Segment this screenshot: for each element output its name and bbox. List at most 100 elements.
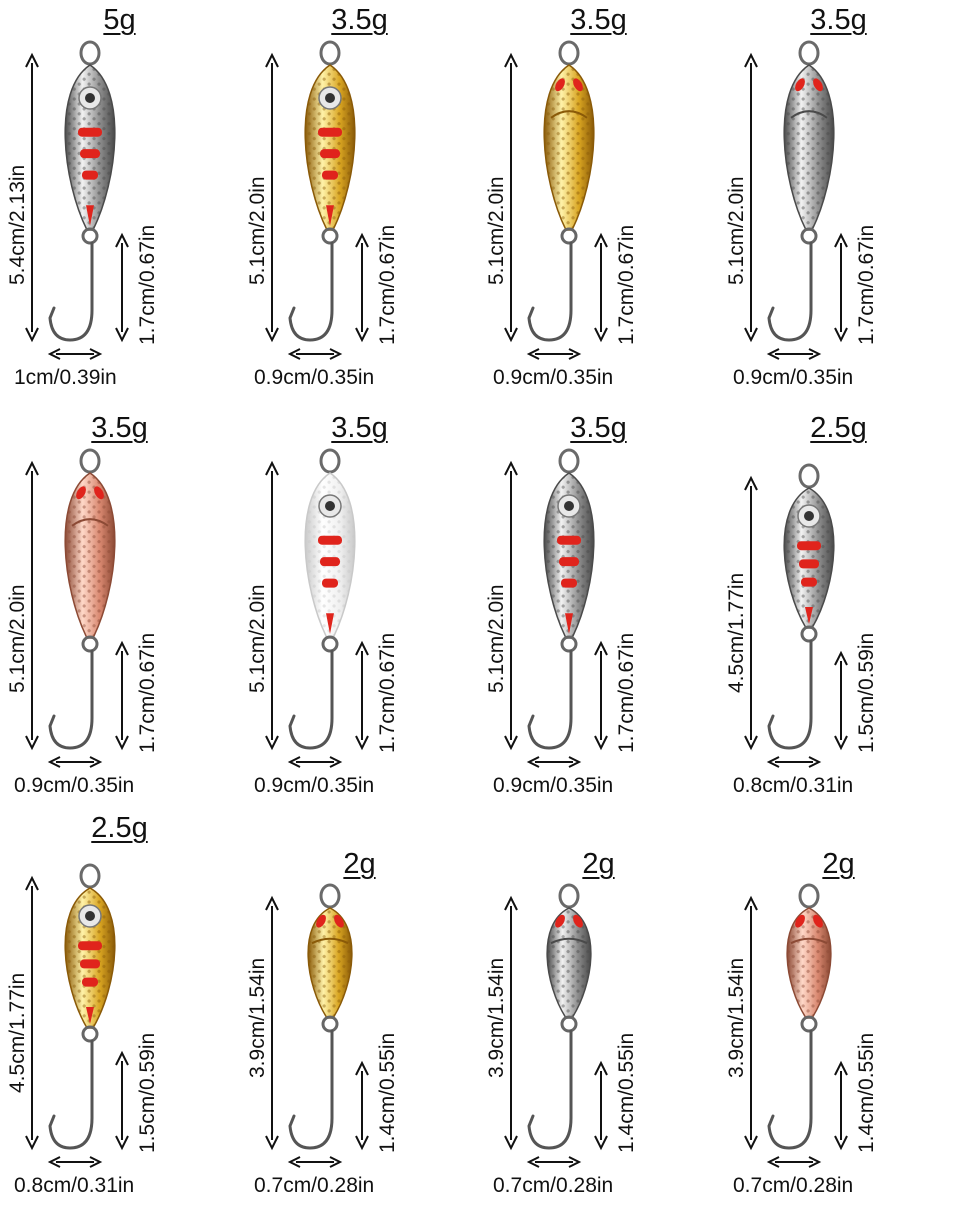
red-tail-mark — [86, 205, 94, 226]
red-spot — [94, 486, 104, 500]
red-stripe — [82, 977, 98, 987]
width-label: 0.9cm/0.35in — [254, 366, 375, 389]
length-label: 5.1cm/2.0in — [485, 176, 508, 285]
width-label: 0.9cm/0.35in — [493, 774, 614, 797]
treble-hook — [527, 649, 573, 750]
scale-texture — [787, 908, 831, 1018]
weight-label: 5g — [103, 4, 136, 36]
width-label: 0.7cm/0.28in — [254, 1174, 375, 1197]
pupil — [804, 511, 814, 521]
lure-drawing — [504, 40, 608, 360]
hook-ring — [81, 227, 99, 245]
lure-drawing — [25, 448, 129, 768]
split-ring — [558, 448, 580, 474]
lure-drawing — [25, 863, 129, 1168]
red-tail-mark — [805, 607, 813, 624]
lure-card: 2.5g 4.5cm/1.77in 1.5cm/0.59in 0.8cm/0.31in — [0, 808, 239, 1208]
lure-card: 5g 5.4cm/2.13in 1.7cm/0.67in 1cm/0.39in — [0, 0, 239, 400]
hook-length-arrow — [355, 1060, 369, 1151]
lure-drawing — [265, 448, 369, 768]
lure-card: 3.5g 5.1cm/2.0in 1.7cm/0.67in 0.9cm/0.35in — [479, 0, 718, 400]
weight-label: 3.5g — [810, 4, 867, 36]
width-arrow — [766, 1156, 822, 1168]
red-spot — [555, 914, 565, 928]
width-label: 1cm/0.39in — [14, 366, 117, 389]
red-stripe — [322, 578, 338, 588]
treble-hook — [767, 639, 813, 750]
pupil — [85, 93, 95, 103]
width-label: 0.7cm/0.28in — [493, 1174, 614, 1197]
hook-ring — [81, 635, 99, 653]
red-spot — [573, 914, 583, 928]
red-stripe — [797, 541, 821, 551]
hook-length-arrow — [115, 232, 129, 343]
lure-drawing — [744, 463, 848, 768]
split-ring — [798, 883, 820, 909]
length-arrow — [504, 895, 518, 1151]
width-label: 0.8cm/0.31in — [733, 774, 854, 797]
scale-texture — [305, 473, 355, 638]
pupil — [85, 911, 95, 921]
hook-ring — [560, 227, 578, 245]
hook-length-arrow — [834, 650, 848, 751]
ridge-line — [71, 518, 109, 527]
red-spot — [795, 78, 805, 92]
red-stripe — [799, 559, 819, 569]
ridge-line — [550, 937, 588, 945]
lure-drawing — [744, 883, 848, 1168]
red-stripe — [318, 535, 342, 545]
hook-length-label: 1.7cm/0.67in — [615, 224, 638, 345]
lure-card: 3.5g 5.1cm/2.0in 1.7cm/0.67in 0.9cm/0.35in — [240, 408, 479, 808]
split-ring — [798, 40, 820, 66]
red-stripe — [78, 127, 102, 137]
scale-texture — [544, 65, 594, 230]
width-arrow — [526, 348, 582, 360]
hook-length-label: 1.4cm/0.55in — [615, 1032, 638, 1153]
weight-label: 2g — [343, 848, 376, 880]
split-ring — [79, 448, 101, 474]
hook-length-label: 1.7cm/0.67in — [855, 224, 878, 345]
split-ring — [558, 883, 580, 909]
treble-hook — [288, 1029, 334, 1150]
lure-card: 2g 3.9cm/1.54in 1.4cm/0.55in 0.7cm/0.28in — [479, 808, 718, 1208]
scale-texture — [544, 473, 594, 638]
split-ring — [558, 40, 580, 66]
length-label: 5.4cm/2.13in — [6, 164, 29, 285]
weight-label: 3.5g — [570, 412, 627, 444]
hook-length-arrow — [594, 640, 608, 751]
split-ring — [319, 448, 341, 474]
lure-card: 2.5g 4.5cm/1.77in 1.5cm/0.59in 0.8cm/0.31in — [719, 408, 958, 808]
length-arrow — [25, 875, 39, 1151]
red-stripe — [318, 127, 342, 137]
weight-label: 2g — [822, 848, 855, 880]
weight-label: 2.5g — [91, 812, 148, 844]
width-arrow — [766, 348, 822, 360]
lure-card: 3.5g 5.1cm/2.0in 1.7cm/0.67in 0.9cm/0.35in — [479, 408, 718, 808]
treble-hook — [48, 241, 94, 342]
width-arrow — [287, 756, 343, 768]
scale-texture — [784, 65, 834, 230]
width-arrow — [47, 756, 103, 768]
hook-length-label: 1.4cm/0.55in — [376, 1032, 399, 1153]
treble-hook — [767, 1029, 813, 1150]
scale-texture — [305, 65, 355, 230]
hook-length-label: 1.4cm/0.55in — [855, 1032, 878, 1153]
red-tail-mark — [326, 613, 334, 634]
length-arrow — [265, 460, 279, 751]
red-spot — [76, 486, 86, 500]
weight-label: 2g — [582, 848, 615, 880]
width-arrow — [287, 348, 343, 360]
pupil — [564, 501, 574, 511]
hook-ring — [321, 1015, 339, 1033]
length-arrow — [265, 52, 279, 343]
red-stripe — [557, 535, 581, 545]
pupil — [325, 93, 335, 103]
hook-length-label: 1.7cm/0.67in — [136, 224, 159, 345]
width-label: 0.9cm/0.35in — [733, 366, 854, 389]
lure-card: 2g 3.9cm/1.54in 1.4cm/0.55in 0.7cm/0.28in — [719, 808, 958, 1208]
treble-hook — [48, 649, 94, 750]
split-ring — [79, 40, 101, 66]
length-arrow — [25, 52, 39, 343]
width-arrow — [47, 348, 103, 360]
hook-length-arrow — [355, 232, 369, 343]
